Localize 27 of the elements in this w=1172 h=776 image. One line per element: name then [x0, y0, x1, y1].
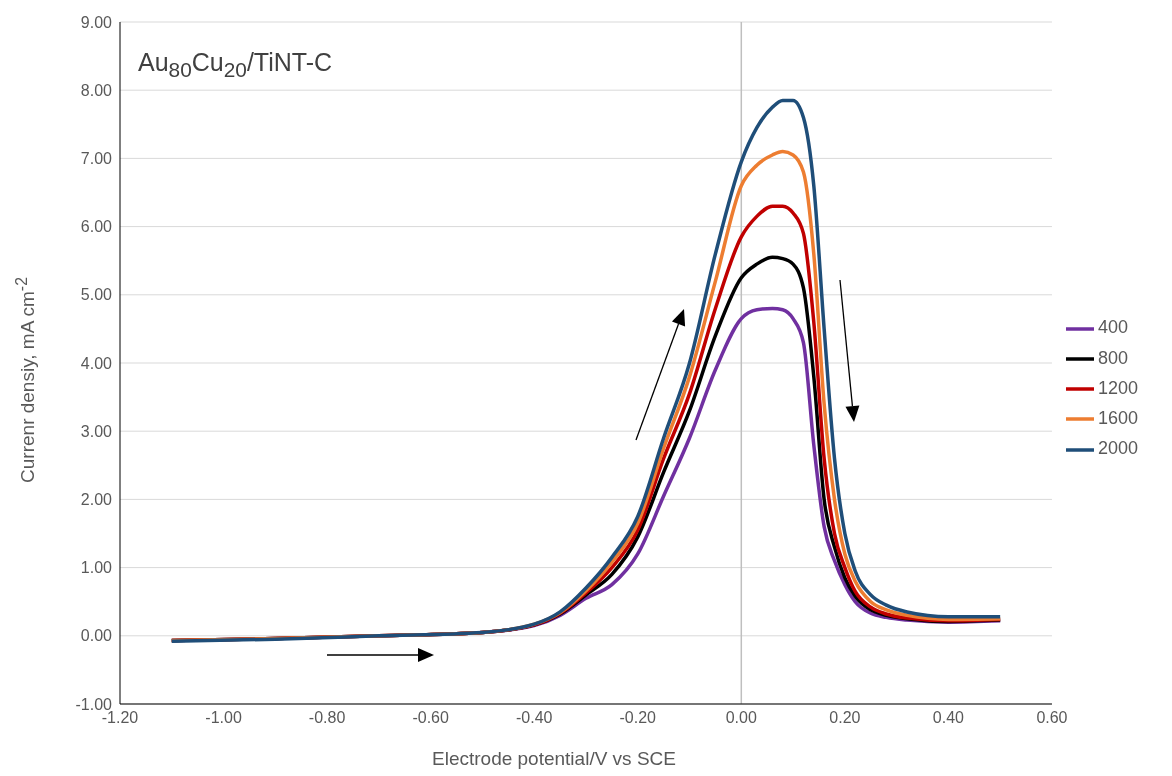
x-tick-label: 0.00 — [725, 709, 757, 727]
annotation: Au$_{80}$Cu$_{20}$/TiNT-C — [138, 48, 333, 82]
x-tick-label: 0.40 — [932, 709, 965, 727]
x-tick-label: 0.20 — [829, 709, 861, 727]
y-tick-label: 2.00 — [80, 491, 113, 509]
x-tick-label: -1.20 — [101, 709, 139, 727]
y-tick-label: 1.00 — [80, 559, 113, 577]
y-tick-label: 8.00 — [80, 81, 113, 99]
x-tick-label: -0.20 — [619, 709, 657, 727]
legend-label: 800 — [1097, 347, 1128, 368]
legend-label: 2000 — [1097, 438, 1138, 459]
y-tick-label: 3.00 — [80, 422, 113, 440]
y-tick-label: 9.00 — [80, 13, 113, 31]
legend-label: 1200 — [1097, 377, 1138, 398]
y-tick-label: 6.00 — [80, 218, 113, 236]
y-tick-label: 0.00 — [80, 627, 113, 645]
x-tick-label: -1.00 — [205, 709, 242, 727]
legend-label: 1600 — [1097, 408, 1138, 429]
x-tick-label: 0.60 — [1036, 709, 1068, 727]
x-tick-label: -0.60 — [412, 709, 449, 727]
y-tick-label: 7.00 — [80, 150, 113, 168]
legend-label: 400 — [1097, 317, 1128, 338]
y-tick-label: 4.00 — [80, 354, 113, 372]
x-tick-label: -0.80 — [308, 709, 346, 727]
x-axis-title: Electrode potential/V vs SCE — [432, 748, 676, 770]
x-tick-label: -0.40 — [515, 709, 553, 727]
y-tick-label: 5.00 — [80, 286, 113, 304]
